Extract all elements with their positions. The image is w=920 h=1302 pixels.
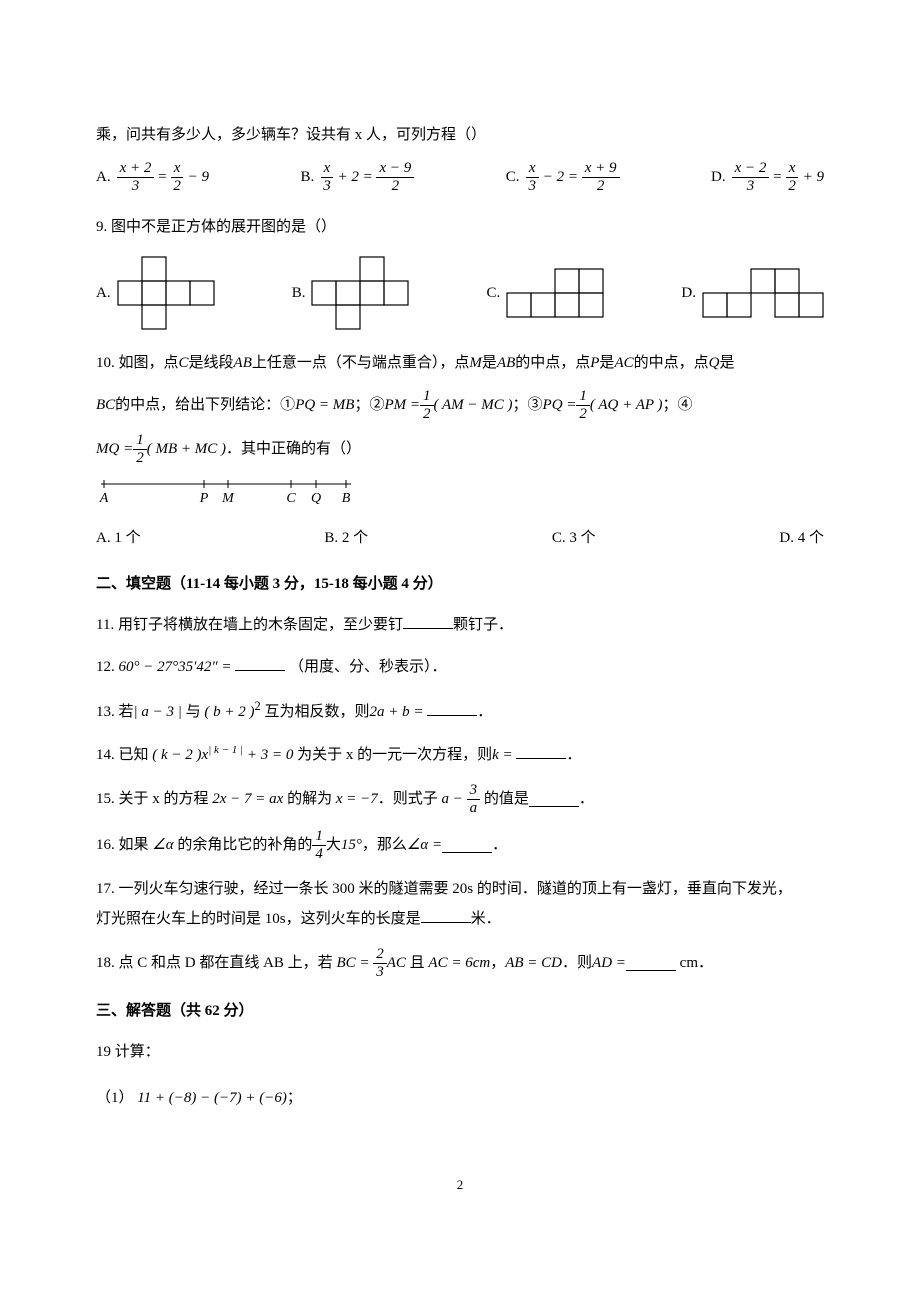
q9-opt-d[interactable]: D. [681,268,824,318]
page-number: 2 [96,1173,824,1196]
q15: 15. 关于 x 的方程 2x − 7 = ax 的解为 x = −7 ．则式子… [96,782,824,816]
fill-blank[interactable] [421,908,471,923]
fill-blank[interactable] [427,701,477,716]
q10-diagram: A PM CQ B [96,476,824,517]
fill-blank[interactable] [442,838,492,853]
q17: 17. 一列火车匀速行驶，经过一条长 300 米的隧道需要 20s 的时间．隧道… [96,874,824,934]
cube-net-c [506,268,604,318]
svg-text:A: A [99,491,109,506]
q12: 12. 60° − 27°35′42″ = （用度、分、秒表示）． [96,652,824,682]
q8-stem: 乘，问共有多少人，多少辆车？设共有 x 人，可列方程（） [96,120,824,150]
svg-text:C: C [286,491,296,506]
q9-opt-a[interactable]: A. [96,256,215,330]
q8-stem-text: 乘，问共有多少人，多少辆车？设共有 x 人，可列方程（） [96,120,486,150]
q19: 19 计算： （1） 11 + (−8) − (−7) + (−6)； [96,1037,824,1113]
q13: 13. 若| a − 3 | 与 ( b + 2 )2 互为相反数，则2a + … [96,694,824,727]
fill-blank[interactable] [529,792,579,807]
q9-options: A. B. C. D. [96,256,824,330]
section-3-title: 三、解答题（共 62 分） [96,998,824,1025]
fill-blank[interactable] [626,956,676,971]
q14: 14. 已知 ( k − 2 )x| k − 1 | + 3 = 0 为关于 x… [96,739,824,770]
q8-opt-d[interactable]: D. x − 23 = x2 + 9 [711,160,824,194]
q11: 11. 用钉子将横放在墙上的木条固定，至少要钉颗钉子． [96,610,824,640]
q8-opt-b[interactable]: B. x3 + 2 = x − 92 [300,160,414,194]
section-2-title: 二、填空题（11-14 每小题 3 分，15-18 每小题 4 分） [96,571,824,598]
svg-text:P: P [199,491,209,506]
q8-opt-c[interactable]: C. x3 − 2 = x + 92 [506,160,620,194]
svg-text:Q: Q [311,491,321,506]
q9-opt-b[interactable]: B. [292,256,410,330]
q10-opt-b[interactable]: B. 2 个 [324,523,368,553]
q10-opt-a[interactable]: A. 1 个 [96,523,141,553]
fill-blank[interactable] [235,656,285,671]
cube-net-d [702,268,824,318]
q16: 16. 如果 ∠α 的余角比它的补角的 14 大15° ，那么∠α = ． [96,828,824,862]
q10-opt-d[interactable]: D. 4 个 [779,523,824,553]
cube-net-a [117,256,215,330]
svg-text:M: M [221,491,235,506]
q9-stem: 9. 图中不是正方体的展开图的是（） [96,212,824,242]
fill-blank[interactable] [516,744,566,759]
q10-opt-c[interactable]: C. 3 个 [552,523,596,553]
cube-net-b [311,256,409,330]
q8-opt-a[interactable]: A. x + 23 = x2 − 9 [96,160,209,194]
q8-options: A. x + 23 = x2 − 9 B. x3 + 2 = x − 92 C.… [96,160,824,194]
q9-opt-c[interactable]: C. [487,268,605,318]
q10: 10. 如图，点 C 是线段 AB 上任意一点（不与端点重合），点 M 是 AB… [96,348,824,553]
fill-blank[interactable] [403,614,453,629]
q18: 18. 点 C 和点 D 都在直线 AB 上，若 BC = 23 AC 且 AC… [96,946,824,980]
svg-text:B: B [342,491,351,506]
